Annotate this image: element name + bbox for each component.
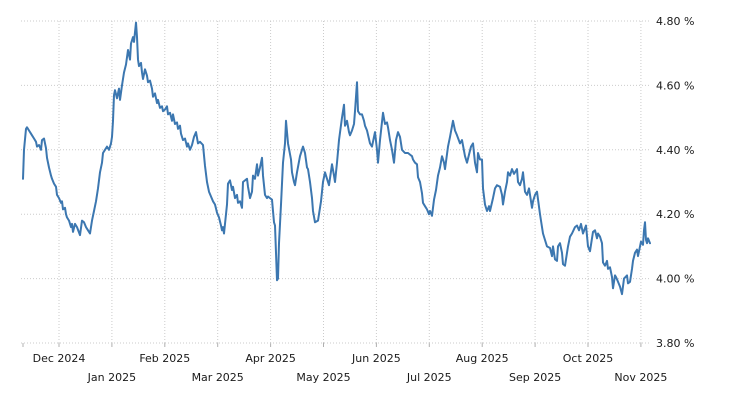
x-axis-tick-label: Nov 2025: [614, 371, 667, 384]
x-axis-tick-label: Sep 2025: [509, 371, 561, 384]
x-axis-tick-label: Mar 2025: [192, 371, 244, 384]
y-axis-tick-label: 4.80 %: [656, 15, 694, 28]
x-axis-tick-label: Jun 2025: [351, 352, 401, 365]
x-axis-tick-label: May 2025: [296, 371, 350, 384]
y-axis-tick-label: 4.40 %: [656, 144, 694, 157]
y-axis-tick-label: 4.00 %: [656, 273, 694, 286]
x-axis-tick-label: Dec 2024: [33, 352, 86, 365]
y-axis-tick-label: 3.80 %: [656, 337, 694, 350]
y-axis-tick-label: 4.20 %: [656, 208, 694, 221]
x-axis-tick-label: Jul 2025: [406, 371, 452, 384]
x-axis-tick-label: Oct 2025: [563, 352, 614, 365]
y-axis-tick-label: 4.60 %: [656, 79, 694, 92]
x-axis-tick-label: Jan 2025: [87, 371, 136, 384]
yield-line-series: [22, 21, 651, 296]
x-axis-tick-label: Aug 2025: [456, 352, 509, 365]
x-axis-tick-label: Feb 2025: [139, 352, 190, 365]
x-axis-tick-label: Apr 2025: [245, 352, 296, 365]
